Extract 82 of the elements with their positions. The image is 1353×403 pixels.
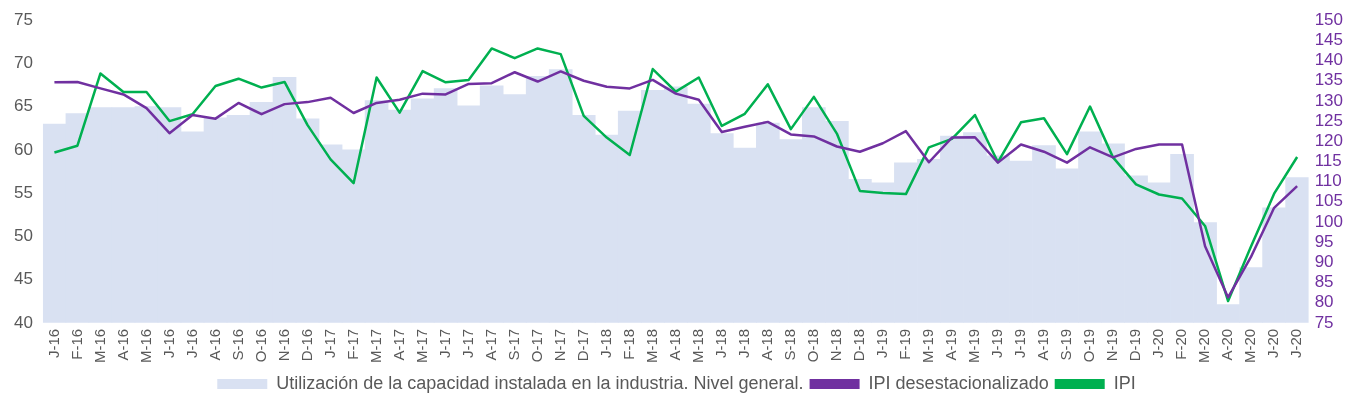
- x-tick-label: J-19: [988, 328, 1006, 359]
- x-tick-label: S-16: [228, 328, 246, 361]
- x-tick-label: M-17: [412, 328, 430, 364]
- y2-tick-label: 120: [1314, 130, 1344, 150]
- x-tick-label: J-19: [873, 328, 891, 359]
- x-tick-label: D-18: [850, 328, 868, 362]
- x-tick-label: S-18: [780, 328, 798, 361]
- x-tick-label: A-19: [942, 328, 960, 361]
- y-tick-label: 45: [13, 269, 33, 289]
- y-tick-label: 65: [13, 96, 33, 116]
- x-tick-label: J-17: [435, 328, 453, 359]
- x-tick-label: M-16: [90, 328, 108, 364]
- y-tick-label: 75: [13, 9, 33, 29]
- x-tick-label: J-19: [1011, 328, 1029, 359]
- x-tick-label: M-17: [366, 328, 384, 364]
- x-tick-label: F-17: [343, 328, 361, 360]
- y-tick-label: 40: [13, 312, 33, 332]
- y2-tick-label: 125: [1314, 110, 1344, 130]
- y-tick-label: 60: [13, 139, 33, 159]
- x-tick-label: M-16: [136, 328, 154, 364]
- x-tick-label: M-18: [642, 328, 660, 364]
- x-tick-label: J-20: [1149, 328, 1167, 359]
- x-tick-label: D-19: [1126, 328, 1144, 362]
- x-tick-label: A-16: [113, 328, 131, 361]
- x-tick-label: N-18: [827, 328, 845, 362]
- x-tick-label: M-20: [1241, 328, 1259, 364]
- y-tick-label: 55: [13, 182, 33, 202]
- x-tick-label: D-16: [297, 328, 315, 362]
- x-tick-label: S-19: [1057, 328, 1075, 361]
- x-tick-label: O-18: [803, 328, 821, 363]
- x-tick-label: A-16: [205, 328, 223, 361]
- x-tick-label: F-20: [1172, 328, 1190, 360]
- x-tick-label: F-19: [896, 328, 914, 360]
- x-tick-label: M-18: [688, 328, 706, 364]
- x-tick-label: J-18: [734, 328, 752, 359]
- y2-tick-label: 85: [1314, 272, 1334, 292]
- x-tick-label: M-20: [1195, 328, 1213, 364]
- y2-tick-label: 110: [1314, 171, 1342, 191]
- x-tick-label: A-18: [757, 328, 775, 361]
- x-tick-label: J-18: [596, 328, 614, 359]
- y2-tick-label: 150: [1314, 9, 1344, 29]
- y2-tick-label: 80: [1314, 292, 1334, 312]
- x-tick-label: J-20: [1287, 328, 1305, 359]
- x-tick-label: J-17: [458, 328, 476, 359]
- x-tick-label: M-19: [919, 328, 937, 364]
- y2-tick-label: 145: [1314, 30, 1344, 50]
- x-tick-label: J-18: [711, 328, 729, 359]
- y2-tick-label: 95: [1314, 231, 1334, 251]
- y2-tick-label: 105: [1314, 191, 1344, 211]
- x-tick-label: A-20: [1218, 328, 1236, 361]
- x-tick-label: J-20: [1264, 328, 1282, 359]
- legend-label: Utilización de la capacidad instalada en la industria. Nivel general.: [276, 372, 804, 393]
- x-tick-label: J-17: [320, 328, 338, 359]
- x-tick-label: J-16: [159, 328, 177, 359]
- x-tick-label: S-17: [504, 328, 522, 361]
- x-tick-label: O-17: [527, 328, 545, 363]
- x-tick-label: O-16: [251, 328, 269, 363]
- x-tick-label: F-18: [619, 328, 637, 360]
- legend-label: IPI: [1113, 372, 1136, 393]
- y2-tick-label: 115: [1314, 151, 1342, 171]
- x-tick-label: A-18: [665, 328, 683, 361]
- y2-tick-label: 140: [1314, 50, 1344, 70]
- y2-tick-label: 100: [1314, 211, 1344, 231]
- y-tick-label: 50: [13, 226, 33, 246]
- legend-label: IPI desestacionalizado: [868, 372, 1049, 393]
- x-tick-label: D-17: [573, 328, 591, 362]
- x-tick-label: A-17: [481, 328, 499, 361]
- y2-tick-label: 130: [1314, 90, 1344, 110]
- x-tick-label: N-19: [1103, 328, 1121, 362]
- x-tick-label: N-16: [274, 328, 292, 362]
- y2-tick-label: 135: [1314, 70, 1344, 90]
- y2-tick-label: 90: [1314, 251, 1334, 271]
- y-tick-label: 70: [13, 53, 33, 73]
- x-tick-label: A-17: [389, 328, 407, 361]
- x-tick-label: J-16: [44, 328, 62, 359]
- x-tick-label: F-16: [67, 328, 85, 360]
- y2-tick-label: 75: [1314, 312, 1334, 332]
- x-tick-label: O-19: [1080, 328, 1098, 363]
- x-tick-label: A-19: [1034, 328, 1052, 361]
- x-tick-label: M-19: [965, 328, 983, 364]
- x-tick-label: J-16: [182, 328, 200, 359]
- x-tick-label: N-17: [550, 328, 568, 362]
